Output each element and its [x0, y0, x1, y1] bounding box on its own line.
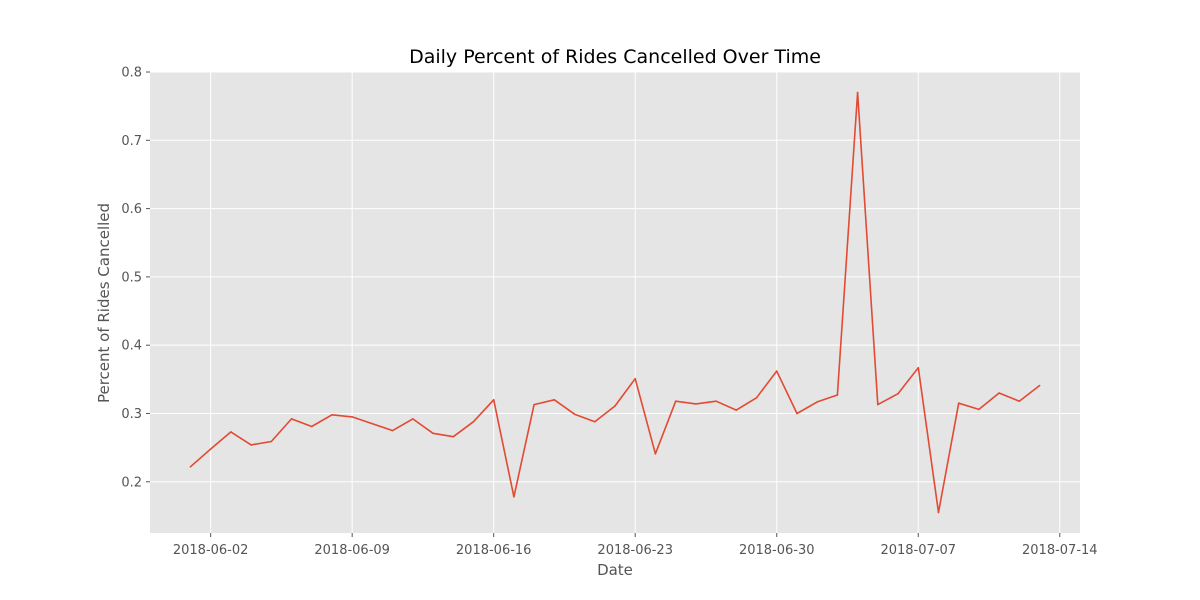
data-point [290, 418, 293, 420]
data-point [674, 400, 677, 403]
data-point [715, 400, 717, 403]
x-tick-label: 2018-06-09 [314, 543, 390, 558]
data-point [432, 432, 434, 435]
y-tick-label: 0.2 [121, 475, 142, 490]
y-axis-ticks: 0.2 0.3 0.4 0.5 0.6 0.7 0.8 [121, 66, 150, 490]
data-point [917, 366, 920, 369]
data-point [310, 425, 313, 428]
data-point [371, 422, 374, 425]
data-point [654, 453, 657, 455]
data-point [937, 511, 940, 514]
x-tick-label: 2018-06-02 [173, 543, 249, 558]
data-point [897, 392, 899, 395]
data-point [856, 91, 859, 94]
data-point [573, 413, 576, 416]
data-point [755, 397, 758, 399]
data-point [492, 399, 495, 401]
data-point [513, 496, 515, 498]
data-point [331, 414, 333, 416]
data-point [957, 402, 960, 405]
data-point [614, 405, 616, 407]
data-point [189, 466, 192, 468]
data-point [978, 408, 980, 411]
y-tick-label: 0.5 [121, 270, 142, 285]
data-point [998, 392, 1000, 394]
data-point [351, 416, 354, 418]
data-point [695, 403, 697, 405]
y-tick-label: 0.6 [121, 202, 142, 217]
data-point [796, 412, 798, 415]
data-point [270, 440, 273, 443]
plot-area [150, 72, 1080, 533]
series-layer [189, 91, 1041, 514]
data-point [391, 429, 394, 432]
data-point [472, 420, 475, 423]
chart-title: Daily Percent of Rides Cancelled Over Ti… [409, 46, 821, 68]
x-axis-ticks: 2018-06-02 2018-06-09 2018-06-16 2018-06-23… [173, 533, 1098, 558]
x-tick-label: 2018-06-30 [739, 543, 815, 558]
y-axis-label: Percent of Rides Cancelled [95, 203, 113, 403]
x-tick-label: 2018-07-14 [1022, 543, 1098, 558]
data-point [553, 399, 556, 401]
x-tick-label: 2018-06-23 [597, 543, 673, 558]
data-point [836, 394, 839, 396]
data-point [452, 435, 455, 438]
grid-lines [150, 71, 1080, 533]
x-tick-label: 2018-06-16 [456, 543, 532, 558]
y-tick-label: 0.4 [121, 339, 142, 354]
data-point [209, 448, 212, 450]
y-tick-label: 0.3 [121, 407, 142, 422]
data-point [1018, 400, 1021, 403]
data-point [230, 431, 232, 433]
y-tick-label: 0.8 [121, 66, 142, 81]
data-point [1038, 384, 1041, 387]
data-point [634, 377, 636, 380]
data-point [412, 418, 414, 420]
x-axis-label: Date [597, 561, 633, 579]
data-point [735, 409, 738, 411]
data-point [775, 370, 778, 372]
data-point [877, 403, 879, 406]
x-tick-label: 2018-07-07 [880, 543, 956, 558]
data-point [594, 420, 596, 423]
data-point [816, 401, 818, 403]
data-point [250, 444, 252, 446]
y-tick-label: 0.7 [121, 134, 142, 149]
data-point [533, 403, 535, 406]
